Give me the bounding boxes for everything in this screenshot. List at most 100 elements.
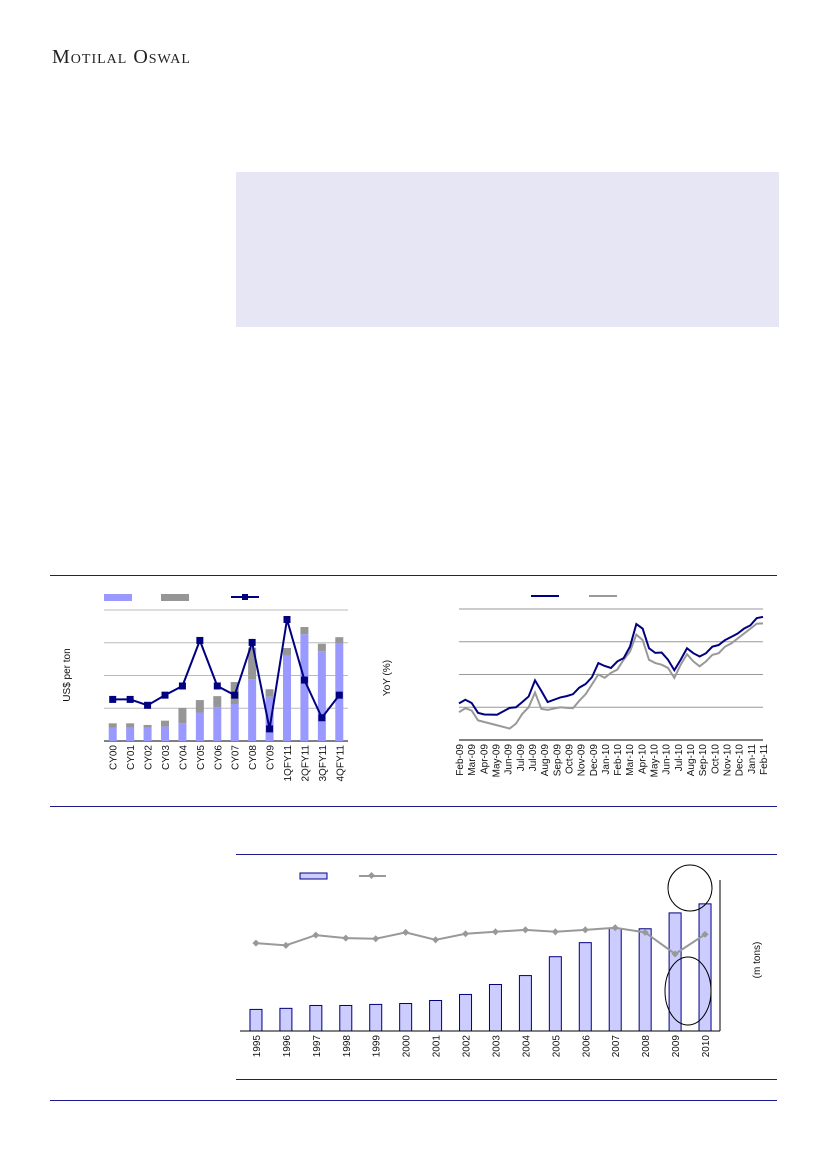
line-marker: [335, 691, 343, 699]
line-marker: [641, 928, 649, 936]
bar-segment-blue: [300, 634, 309, 741]
x-tick-label: Jun-10: [662, 744, 673, 775]
x-tick-label: 2005: [551, 1035, 562, 1058]
bar: [429, 999, 443, 1032]
line-marker: [402, 928, 410, 936]
x-tick-label: Feb-09: [455, 744, 466, 776]
x-tick-label: Sep-10: [698, 744, 709, 777]
annotation-ellipse: [664, 956, 712, 1026]
x-tick-label: 2QFY11: [300, 745, 311, 782]
bar-segment-gray: [143, 724, 152, 728]
bar: [309, 1004, 323, 1032]
bar-segment-blue: [126, 727, 135, 741]
x-tick-label: Mar-10: [625, 744, 636, 776]
x-tick-label: CY09: [266, 745, 277, 770]
legend-marker: [242, 594, 248, 600]
x-tick-label: 1996: [282, 1035, 293, 1058]
x-tick-label: CY07: [231, 745, 242, 770]
series-line: [255, 926, 706, 956]
line-marker: [213, 682, 221, 690]
x-tick-label: Oct-09: [564, 744, 575, 774]
bar: [459, 993, 473, 1032]
bar-segment-gray: [178, 707, 187, 724]
x-tick-label: Nov-09: [577, 744, 588, 777]
bar: [279, 1007, 293, 1032]
bar-segment-gray: [213, 696, 222, 707]
x-tick-label: CY05: [196, 745, 207, 770]
line-marker: [248, 638, 256, 646]
bar-segment-blue: [213, 706, 222, 741]
legend-swatch-bar: [299, 872, 328, 880]
bar-segment-gray: [248, 647, 257, 680]
x-tick-label: Oct-10: [710, 744, 721, 774]
x-tick-label: 2003: [491, 1035, 502, 1058]
bar-segment-gray: [317, 643, 326, 652]
bar: [249, 1008, 263, 1032]
x-tick-label: Nov-10: [723, 744, 734, 777]
bar: [488, 983, 502, 1032]
x-tick-label: Apr-09: [479, 744, 490, 774]
bar-segment-blue: [143, 727, 152, 741]
line-marker: [671, 950, 679, 958]
x-tick-label: Jul-10: [674, 744, 685, 772]
legend-marker: [367, 871, 376, 880]
bar: [369, 1003, 383, 1032]
line-marker: [126, 695, 134, 703]
x-tick-label: CY06: [213, 745, 224, 770]
line-marker: [161, 691, 169, 699]
bar-segment-blue: [108, 727, 117, 741]
line-marker: [372, 935, 380, 943]
divider: [50, 1100, 777, 1101]
bar: [548, 956, 562, 1032]
x-tick-label: Jan-11: [747, 744, 758, 774]
x-tick-label: Dec-09: [589, 744, 600, 777]
bar: [578, 942, 592, 1032]
bar-segment-gray: [300, 627, 309, 635]
bar-segment-blue: [265, 696, 274, 741]
x-tick-label: 2000: [402, 1035, 413, 1058]
line-marker: [342, 934, 350, 942]
x-tick-label: Feb-11: [759, 744, 770, 775]
x-tick-label: Mar-09: [467, 744, 478, 776]
line-marker: [109, 695, 117, 703]
line-marker: [231, 691, 239, 699]
line-marker: [318, 714, 326, 722]
company-logo: Motilal Oswal: [52, 46, 191, 68]
x-tick-label: 2009: [671, 1035, 682, 1058]
divider: [236, 854, 777, 855]
bar-segment-blue: [283, 655, 291, 741]
line-marker: [178, 682, 186, 690]
legend-swatch-gray: [161, 594, 189, 601]
x-tick-label: 1997: [312, 1035, 323, 1058]
bar: [518, 975, 532, 1032]
x-tick-label: Feb-10: [613, 744, 624, 776]
x-tick-label: 2001: [432, 1035, 443, 1058]
bar-segment-blue: [248, 679, 257, 741]
x-tick-label: 2008: [641, 1035, 652, 1058]
bar: [608, 927, 622, 1032]
x-tick-label: 2010: [701, 1035, 712, 1058]
bar-segment-blue: [178, 723, 187, 741]
highlight-box: [236, 172, 779, 327]
divider: [236, 1079, 777, 1080]
x-tick-label: 1998: [342, 1035, 353, 1058]
x-tick-label: Jan-10: [601, 744, 612, 775]
bar-segment-blue: [317, 651, 326, 741]
line-marker: [581, 926, 589, 934]
divider: [50, 806, 777, 807]
x-tick-label: 1995: [252, 1035, 263, 1058]
line-marker: [282, 941, 290, 949]
x-tick-label: CY02: [144, 745, 155, 770]
line-marker: [461, 930, 470, 938]
series-line: [458, 615, 764, 716]
x-tick-label: 2006: [581, 1035, 592, 1058]
line-marker: [701, 930, 709, 938]
bar-segment-blue: [230, 703, 239, 741]
x-tick-label: 2007: [611, 1035, 622, 1058]
x-tick-label: Jul-09: [516, 744, 527, 772]
line-marker: [144, 701, 152, 709]
x-tick-label: Aug-10: [686, 744, 697, 777]
line-marker: [252, 939, 260, 947]
x-tick-label: 2002: [462, 1035, 473, 1058]
